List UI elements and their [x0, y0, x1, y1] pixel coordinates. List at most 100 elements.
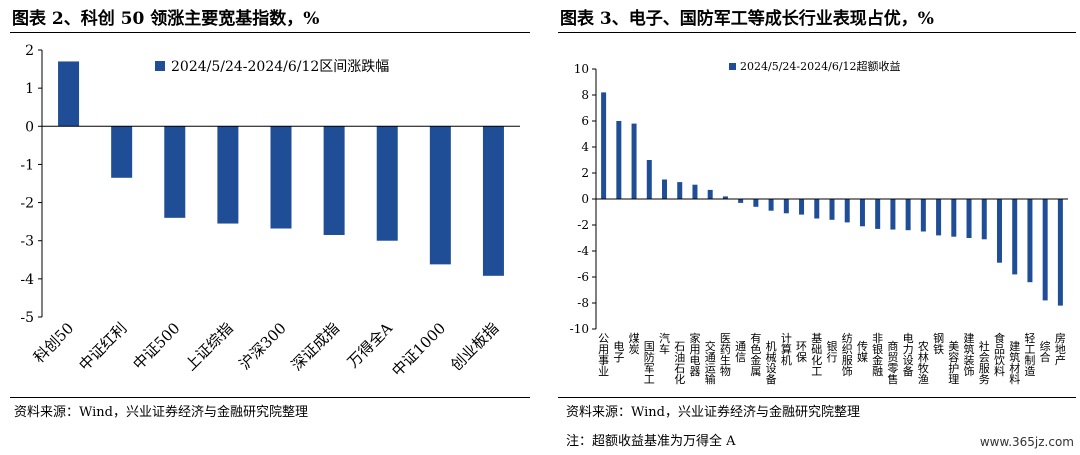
y-tick-label-3: 4: [581, 140, 589, 154]
bar-0: [58, 61, 80, 127]
legend-swatch: [729, 63, 736, 70]
x-tick-label-26: 食品饮料: [994, 331, 1005, 378]
x-tick-label-20: 电力设备: [903, 332, 914, 378]
x-tick-label-16: 纺织服饰: [842, 331, 853, 378]
chart1-top-rule: [10, 32, 530, 33]
bar-19: [890, 199, 896, 230]
bar-24: [966, 199, 972, 238]
x-tick-label-18: 非银金融: [872, 332, 883, 378]
bar-10: [753, 199, 759, 207]
bar-4: [270, 126, 292, 229]
x-tick-label-17: 传媒: [857, 340, 868, 364]
x-tick-label-5: 石油石化: [674, 340, 685, 386]
x-tick-label-0: 科创50: [30, 319, 77, 366]
bar-27: [1012, 199, 1018, 275]
bar-3: [646, 160, 652, 199]
bar-30: [1057, 199, 1063, 306]
y-tick-label-4: -2: [20, 196, 34, 212]
bar-20: [905, 199, 911, 231]
x-tick-label-8: 创业板指: [447, 319, 502, 374]
chart1-source: 资料来源：Wind，兴业证券经济与金融研究院整理: [14, 405, 308, 420]
bar-6: [376, 126, 398, 241]
x-tick-label-2: 中证500: [129, 319, 183, 373]
legend-label: 2024/5/24-2024/6/12超额收益: [740, 59, 901, 73]
x-tick-label-25: 社会服务: [979, 339, 990, 386]
y-tick-label-1: 8: [581, 88, 589, 102]
y-tick-label-8: -6: [577, 270, 589, 284]
bar-11: [768, 199, 774, 211]
bar-3: [217, 126, 239, 224]
x-tick-label-6: 家用电器: [689, 331, 700, 378]
y-tick-label-0: 2: [25, 43, 34, 59]
bar-5: [323, 126, 345, 235]
x-tick-label-5: 深证成指: [288, 319, 343, 374]
bar-28: [1027, 199, 1033, 283]
x-tick-label-11: 机械设备: [766, 339, 777, 386]
x-tick-label-6: 万得全A: [344, 319, 396, 371]
x-tick-label-14: 基础化工: [811, 332, 822, 378]
y-tick-label-5: -3: [20, 234, 34, 250]
x-tick-label-9: 通信: [735, 340, 746, 364]
chart1-bottom-rule: [10, 397, 530, 398]
bar-8: [722, 196, 728, 199]
y-tick-label-1: 1: [25, 81, 34, 97]
bar-21: [920, 199, 926, 232]
bar-1: [111, 126, 133, 178]
x-tick-label-30: 房地产: [1055, 332, 1066, 367]
y-tick-label-2: 6: [581, 114, 589, 128]
chart1-title: 图表 2、科创 50 领涨主要宽基指数，%: [12, 9, 320, 29]
chart1-plot: 2 1 0 -1 -2 -3 -4 -5科创50中证红利中证500上证综指沪深300深证成指万…: [20, 43, 520, 380]
bar-29: [1042, 199, 1048, 301]
bar-2: [631, 123, 637, 199]
bar-16: [844, 199, 850, 223]
legend-label: 2024/5/24-2024/6/12区间涨跌幅: [171, 59, 389, 75]
x-tick-label-4: 沪深300: [236, 319, 290, 373]
x-tick-label-24: 建筑装饰: [964, 331, 975, 378]
x-tick-label-8: 医药生物: [720, 332, 731, 378]
bar-26: [996, 199, 1002, 263]
bar-22: [936, 199, 942, 236]
y-tick-label-3: -1: [20, 157, 34, 173]
x-tick-label-15: 银行: [827, 339, 838, 364]
bar-14: [814, 199, 820, 219]
x-tick-label-7: 中证1000: [388, 319, 449, 380]
y-tick-label-10: -10: [570, 322, 589, 336]
bar-23: [951, 199, 957, 237]
x-tick-label-29: 综合: [1040, 339, 1051, 364]
watermark: www.365jz.com: [979, 435, 1074, 449]
bar-8: [482, 126, 504, 276]
x-tick-label-21: 农林牧渔: [918, 339, 929, 386]
x-tick-label-12: 计算机: [781, 332, 792, 367]
x-tick-label-3: 国防军工: [644, 340, 655, 386]
x-tick-label-1: 电子: [613, 340, 624, 364]
chart2-title: 图表 3、电子、国防军工等成长行业表现占优，%: [560, 9, 934, 29]
y-tick-label-7: -5: [20, 310, 34, 326]
x-tick-label-7: 交通运输: [705, 339, 716, 386]
legend-swatch: [155, 61, 165, 71]
bar-0: [601, 92, 607, 199]
chart2-note: 注：超额收益基准为万得全 A: [566, 434, 736, 449]
x-tick-label-0: 公用事业: [598, 332, 609, 378]
bar-4: [662, 179, 668, 199]
y-tick-label-5: 0: [581, 192, 589, 206]
x-tick-label-4: 汽车: [659, 331, 670, 356]
x-tick-label-28: 轻工制造: [1024, 331, 1035, 378]
bar-18: [875, 199, 881, 229]
y-tick-label-7: -4: [577, 244, 589, 258]
bar-7: [707, 189, 713, 199]
x-tick-label-3: 上证综指: [182, 319, 237, 374]
bar-12: [783, 199, 789, 214]
bar-25: [981, 199, 987, 240]
y-tick-label-2: 0: [25, 119, 34, 135]
bar-1: [616, 121, 622, 199]
chart2-top-rule: [558, 32, 1076, 33]
chart2-bottom-rule: [558, 397, 1076, 398]
x-tick-label-2: 煤炭: [629, 332, 640, 356]
bar-7: [429, 126, 451, 265]
x-tick-label-22: 钢铁: [933, 332, 944, 356]
bar-9: [738, 199, 744, 203]
x-tick-label-19: 商贸零售: [887, 339, 898, 386]
x-tick-label-10: 有色金属: [750, 331, 761, 378]
bar-5: [677, 182, 683, 199]
